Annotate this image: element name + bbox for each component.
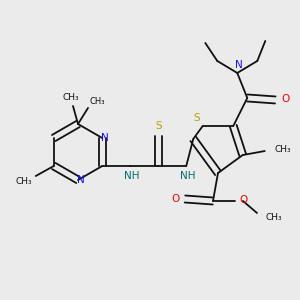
Text: S: S	[194, 113, 200, 123]
Text: CH₃: CH₃	[15, 176, 32, 185]
Text: NH: NH	[181, 171, 196, 181]
Text: CH₃: CH₃	[90, 97, 106, 106]
Text: O: O	[171, 194, 179, 204]
Text: O: O	[281, 94, 290, 104]
Text: CH₃: CH₃	[63, 94, 79, 103]
Text: N: N	[77, 175, 85, 185]
Text: CH₃: CH₃	[275, 145, 291, 154]
Text: O: O	[239, 195, 247, 205]
Text: CH₃: CH₃	[265, 214, 282, 223]
Text: S: S	[155, 121, 162, 131]
Text: N: N	[101, 133, 109, 143]
Text: N: N	[236, 60, 243, 70]
Text: NH: NH	[124, 171, 140, 181]
